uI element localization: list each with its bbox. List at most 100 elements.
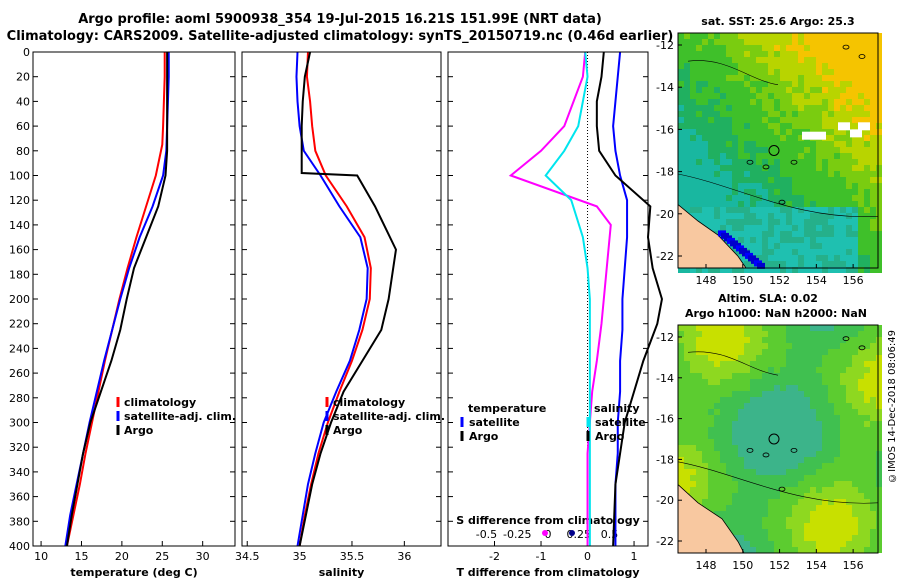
map2-cell [852,481,858,487]
map1-cell [714,201,720,207]
salinity-x-tick-label: 35 [293,550,307,563]
map1-cell [720,225,726,231]
map2-cell [786,487,792,493]
map1-cell [858,231,864,237]
map2-cell [756,517,762,523]
map2-cell [858,499,864,505]
map1-cell [774,141,780,147]
map2-cell [714,349,720,355]
map1-cell [726,153,732,159]
map1-cell [810,93,816,99]
map1-cell [840,249,846,255]
map2-cell [834,403,840,409]
map2-cell [828,379,834,385]
map2-cell [768,385,774,391]
map2-cell [834,493,840,499]
map1-cell [702,267,708,273]
map1-cell [834,261,840,267]
map2-cell [750,367,756,373]
map1-cell [708,117,714,123]
map1-cell [774,219,780,225]
map1-cell [846,105,852,111]
map1-cell [720,57,726,63]
map2-cell [750,445,756,451]
map1-cell [840,219,846,225]
map1-cell [708,207,714,213]
map2-cell [768,361,774,367]
map1-cell [852,159,858,165]
map1-cell [756,177,762,183]
map1-cell [840,255,846,261]
map1-cell [768,153,774,159]
map2-cell [858,385,864,391]
map2-cell [684,361,690,367]
temperature-series-satellite-adj-clim- [64,52,170,547]
map2-cell [822,367,828,373]
map1-cell [846,39,852,45]
map2-cell [792,379,798,385]
map1-cell [858,153,864,159]
map1-cell [810,261,816,267]
map2-cell [702,427,708,433]
island-outline [790,447,798,453]
map1-cell [738,153,744,159]
map2-cell [714,457,720,463]
map1-cell [744,99,750,105]
map2-cell [714,415,720,421]
map1-cell [834,225,840,231]
map2-cell [762,505,768,511]
map2-cell [846,427,852,433]
map2-cell [678,355,684,361]
map1-cell [780,255,786,261]
map2-cell [780,385,786,391]
map2-cell [768,475,774,481]
map2-cell [744,403,750,409]
map1-cell [756,249,762,255]
map2-cell [714,403,720,409]
map2-cell [852,445,858,451]
map2-cell [726,379,732,385]
map2-cell [852,475,858,481]
map1-cell [822,195,828,201]
map1-cell [834,45,840,51]
map1-cell [768,261,774,267]
map2-cell [744,397,750,403]
map1-cell [786,93,792,99]
map2-cell [864,529,870,535]
map1-cell [756,219,762,225]
legend-temperature-title: temperature [468,402,546,415]
map1-cell [684,69,690,75]
map2-cell [828,361,834,367]
map1-cell [696,99,702,105]
map1-cell [804,261,810,267]
map2-cell [774,529,780,535]
map1-cell [816,261,822,267]
map2-cell [786,361,792,367]
map2-cell [780,517,786,523]
map2-cell [786,481,792,487]
map1-cell [702,207,708,213]
map1-cell [786,177,792,183]
map2-cell [708,469,714,475]
map2-cell [762,457,768,463]
map2-cell [834,415,840,421]
map2-cell [756,415,762,421]
map1-cell [870,219,876,225]
map1-cell [858,261,864,267]
map2-cell [762,475,768,481]
map1-cell [792,231,798,237]
map2-cell [798,475,804,481]
map2-cell [828,541,834,547]
map1-cell [804,39,810,45]
map1-cell [828,261,834,267]
map2-cell [744,481,750,487]
map1-cell [720,123,726,129]
map2-cell [780,397,786,403]
map1-cell [690,141,696,147]
map2-cell [684,379,690,385]
map2-cell [864,547,870,553]
map1-cell [678,93,684,99]
map2-cell [822,433,828,439]
map2-cell [852,457,858,463]
map2-cell [852,343,858,349]
